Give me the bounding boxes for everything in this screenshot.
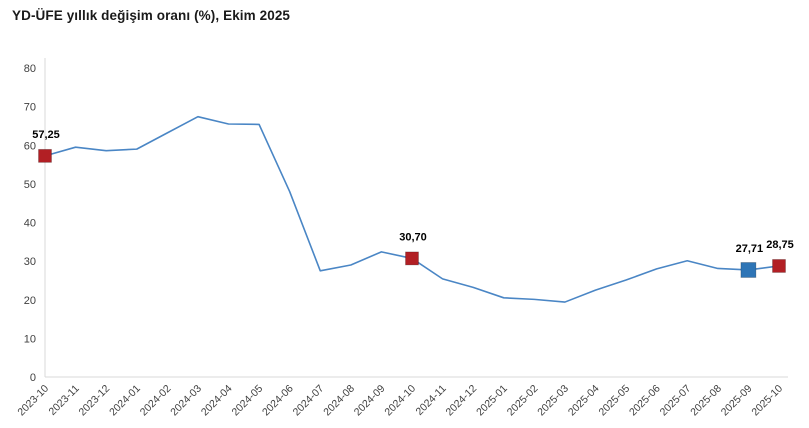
data-marker — [405, 251, 419, 266]
data-label: 28,75 — [766, 239, 794, 251]
data-marker — [38, 148, 52, 163]
data-label: 27,71 — [736, 243, 764, 255]
x-tick-label: 2025-07 — [658, 383, 694, 419]
y-tick-label: 60 — [24, 140, 36, 152]
data-marker — [772, 259, 786, 273]
x-tick-label: 2023-11 — [47, 383, 82, 418]
y-tick-label: 20 — [24, 295, 36, 307]
y-tick-label: 70 — [24, 102, 36, 114]
y-tick-label: 0 — [30, 372, 36, 384]
x-tick-label: 2025-04 — [566, 383, 602, 419]
x-tick-label: 2025-02 — [505, 383, 541, 419]
y-tick-label: 10 — [24, 333, 36, 345]
y-tick-label: 40 — [24, 218, 36, 230]
y-tick-label: 80 — [24, 63, 36, 75]
x-tick-label: 2024-02 — [138, 383, 174, 419]
x-tick-label: 2023-12 — [77, 383, 113, 419]
y-tick-label: 30 — [24, 256, 36, 268]
x-tick-label: 2025-01 — [474, 383, 510, 419]
data-label: 30,70 — [399, 231, 427, 243]
x-tick-label: 2024-05 — [229, 383, 265, 419]
x-tick-label: 2024-04 — [199, 383, 235, 419]
y-tick-label: 50 — [24, 179, 36, 191]
x-tick-label: 2024-09 — [352, 383, 388, 419]
x-tick-label: 2025-09 — [719, 383, 755, 419]
x-tick-label: 2024-06 — [260, 383, 296, 419]
chart-title: YD-ÜFE yıllık değişim oranı (%), Ekim 20… — [12, 8, 291, 23]
series-line — [44, 115, 780, 303]
x-tick-label: 2024-10 — [382, 383, 418, 419]
x-tick-label: 2024-03 — [168, 383, 204, 419]
data-marker — [740, 262, 757, 278]
data-label: 57,25 — [32, 129, 60, 141]
x-tick-label: 2023-10 — [15, 383, 51, 419]
x-tick-label: 2025-10 — [749, 383, 785, 419]
x-tick-label: 2025-06 — [627, 383, 663, 419]
x-tick-label: 2024-11 — [414, 383, 449, 418]
x-tick-label: 2024-08 — [321, 383, 357, 419]
x-tick-label: 2025-08 — [688, 383, 724, 419]
x-tick-label: 2025-03 — [535, 383, 571, 419]
x-tick-label: 2024-12 — [444, 383, 480, 419]
x-tick-label: 2024-01 — [107, 383, 143, 419]
x-tick-label: 2024-07 — [291, 383, 327, 419]
x-tick-label: 2025-05 — [596, 383, 632, 419]
